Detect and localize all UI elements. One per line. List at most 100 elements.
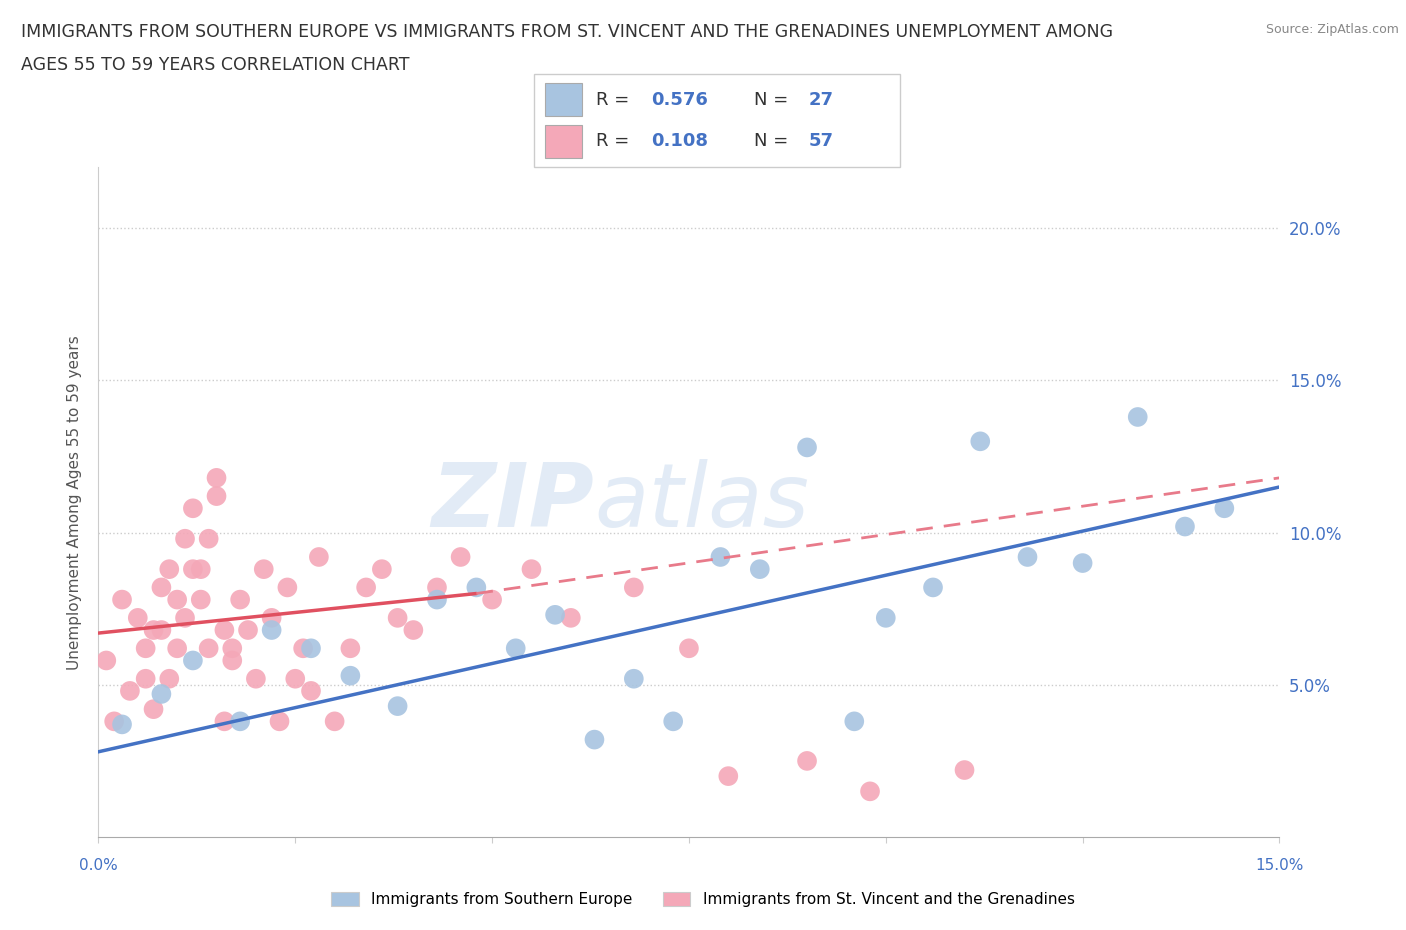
Point [1174,519,1197,534]
Point [96,653,118,668]
Point [214,714,236,729]
Text: R =: R = [596,90,636,109]
Point [166,592,188,607]
Text: 27: 27 [808,90,834,109]
Text: AGES 55 TO 59 YEARS CORRELATION CHART: AGES 55 TO 59 YEARS CORRELATION CHART [21,56,409,73]
Point [205,488,228,503]
Point [197,531,219,546]
Point [299,641,322,656]
Point [157,562,180,577]
Point [142,622,165,637]
Point [308,550,330,565]
Point [426,580,449,595]
Text: Source: ZipAtlas.com: Source: ZipAtlas.com [1265,23,1399,36]
Point [678,641,700,656]
Point [1213,501,1236,516]
Point [174,531,197,546]
Point [205,471,228,485]
Point [844,714,866,729]
Point [127,610,149,625]
Point [623,671,645,686]
Y-axis label: Unemployment Among Ages 55 to 59 years: Unemployment Among Ages 55 to 59 years [67,335,83,670]
Point [465,580,488,595]
Point [875,610,897,625]
Point [157,671,180,686]
Point [402,622,425,637]
Point [135,671,157,686]
Point [354,580,377,595]
Point [103,714,125,729]
Point [748,562,770,577]
Point [299,684,322,698]
Point [253,562,276,577]
Point [969,434,991,449]
Text: 15.0%: 15.0% [1256,857,1303,872]
Point [387,698,409,713]
Point [323,714,346,729]
Point [583,732,606,747]
Point [260,622,283,637]
Point [214,622,236,637]
Text: N =: N = [754,132,793,151]
Point [426,592,449,607]
Point [1017,550,1039,565]
Point [387,610,409,625]
Point [181,562,204,577]
Point [623,580,645,595]
Point [505,641,527,656]
Point [709,550,731,565]
Point [717,769,740,784]
Point [245,671,267,686]
Text: 57: 57 [808,132,834,151]
Point [118,684,141,698]
Point [1071,555,1094,570]
Point [292,641,315,656]
Point [260,610,283,625]
Point [150,686,173,701]
Point [135,641,157,656]
Point [181,653,204,668]
Point [796,440,818,455]
Text: 0.108: 0.108 [651,132,709,151]
Point [1126,409,1149,424]
Text: 0.0%: 0.0% [79,857,118,872]
Text: IMMIGRANTS FROM SOUTHERN EUROPE VS IMMIGRANTS FROM ST. VINCENT AND THE GRENADINE: IMMIGRANTS FROM SOUTHERN EUROPE VS IMMIG… [21,23,1114,41]
FancyBboxPatch shape [534,74,900,167]
Point [339,641,361,656]
Point [229,714,252,729]
Point [544,607,567,622]
Point [284,671,307,686]
Point [371,562,394,577]
Point [662,714,685,729]
FancyBboxPatch shape [546,83,582,116]
Point [174,610,197,625]
Point [190,562,212,577]
Point [197,641,219,656]
Point [229,592,252,607]
Point [520,562,543,577]
Text: atlas: atlas [595,459,810,545]
Point [150,580,173,595]
Point [166,641,188,656]
Point [481,592,503,607]
Legend: Immigrants from Southern Europe, Immigrants from St. Vincent and the Grenadines: Immigrants from Southern Europe, Immigra… [325,885,1081,913]
Point [111,717,134,732]
Point [276,580,298,595]
FancyBboxPatch shape [546,125,582,158]
Point [339,669,361,684]
Point [859,784,882,799]
Point [560,610,582,625]
Point [922,580,945,595]
Point [269,714,291,729]
Text: N =: N = [754,90,793,109]
Point [953,763,976,777]
Point [236,622,259,637]
Text: 0.576: 0.576 [651,90,709,109]
Text: R =: R = [596,132,636,151]
Point [450,550,472,565]
Point [181,501,204,516]
Point [142,702,165,717]
Point [150,622,173,637]
Point [190,592,212,607]
Point [111,592,134,607]
